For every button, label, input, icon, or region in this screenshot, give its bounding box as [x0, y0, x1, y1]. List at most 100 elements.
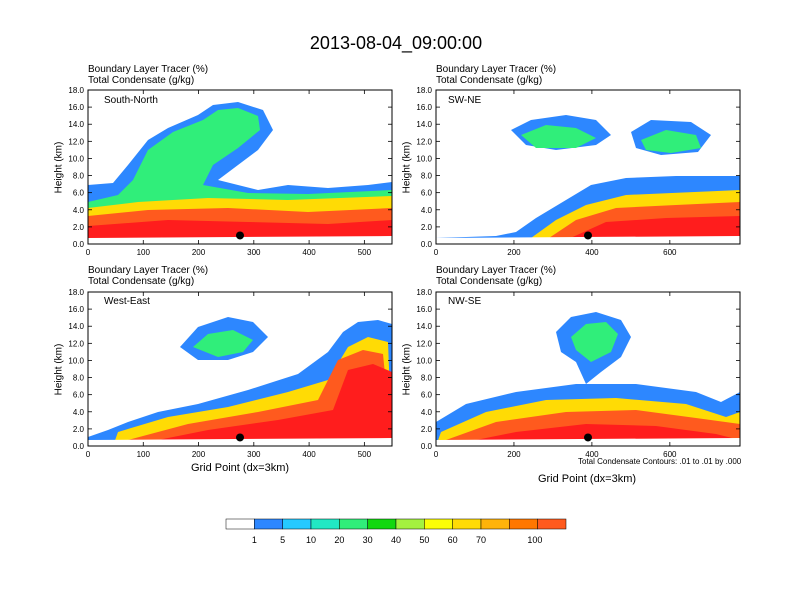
colorbar-box-6 — [395, 518, 425, 530]
panel-4-title-line-1: Boundary Layer Tracer (%) — [436, 265, 557, 276]
panel-3-ytick-label-1: 2.0 — [73, 425, 85, 434]
panel-4-label: NW-SE — [448, 296, 482, 307]
panel-2-ytick-label-2: 4.0 — [421, 206, 433, 215]
panel-1-ytick-label-8: 16.0 — [68, 103, 84, 112]
panel-4-ytick-label-8: 16.0 — [416, 305, 432, 314]
panel-3-xtick-label-3: 300 — [247, 450, 261, 459]
panel-2-frame — [435, 89, 741, 245]
panel-4-frame — [435, 291, 741, 447]
panel-1-xtick-label-0: 0 — [86, 248, 91, 257]
panel-2-xtick-label-1: 200 — [507, 248, 521, 257]
panel-3-ytick-label-9: 18.0 — [68, 288, 84, 297]
panel-2-ytick-label-9: 18.0 — [416, 86, 432, 95]
colorbar-box-1 — [254, 518, 283, 530]
colorbar-label-2: 10 — [306, 535, 316, 545]
panel-2-ytick-label-7: 14.0 — [416, 120, 432, 129]
panel-3-ytick-label-8: 16.0 — [68, 305, 84, 314]
panel-3-xtick-label-0: 0 — [86, 450, 91, 459]
panel-4-field — [436, 312, 740, 446]
panel-1-frame — [87, 89, 393, 245]
panel-1-ytick-label-9: 18.0 — [68, 86, 84, 95]
panel-4-note: Total Condensate Contours: .01 to .01 by… — [578, 457, 742, 466]
page-title: 2013-08-04_09:00:00 — [309, 33, 483, 53]
colorbar-box-0 — [225, 518, 255, 530]
panel-1-location-marker — [236, 231, 244, 240]
panel-4-ytick-label-1: 2.0 — [421, 425, 433, 434]
colorbar-box-9 — [480, 518, 510, 530]
panel-2-ytick-label-4: 8.0 — [421, 172, 433, 181]
colorbar-box-10 — [509, 518, 538, 530]
panel-4-title-line-2: Total Condensate (g/kg) — [436, 276, 543, 287]
panel-4-ytick-label-5: 10.0 — [416, 356, 432, 365]
panel-4-title: Boundary Layer Tracer (%) Total Condensa… — [436, 265, 556, 287]
panel-2-ytick-label-6: 12.0 — [416, 137, 432, 146]
colorbar-label-9: 100 — [527, 535, 542, 545]
panel-1-ytick-label-3: 6.0 — [73, 189, 85, 198]
panel-3-ytick-label-6: 12.0 — [68, 339, 84, 348]
colorbar-box-8 — [452, 518, 482, 530]
panel-3-xlabel: Grid Point (dx=3km) — [190, 462, 290, 474]
panel-3-ytick-label-4: 8.0 — [73, 374, 85, 383]
panel-4-ytick-label-9: 18.0 — [416, 288, 432, 297]
panel-2-label: SW-NE — [448, 95, 482, 106]
panel-1-ytick-label-0: 0.0 — [73, 240, 85, 249]
panel-4-ytick-label-3: 6.0 — [421, 391, 433, 400]
colorbar-label-0: 1 — [252, 535, 257, 545]
panel-2-shading-4 — [521, 125, 596, 148]
panel-1-field — [88, 102, 392, 244]
panel-1-ytick-label-6: 12.0 — [68, 137, 84, 146]
panel-3-xtick-label-4: 400 — [302, 450, 316, 459]
panel-4-location-marker — [584, 433, 592, 442]
panel-2-xtick-label-2: 400 — [585, 248, 599, 257]
panel-1-xtick-label-5: 500 — [358, 248, 372, 257]
panel-3: 0.0 2.0 4.0 6.0 8.0 10.0 12.0 14.0 16.0 18.0 0 100 2… — [68, 288, 393, 459]
panel-3-shading-3 — [193, 330, 253, 357]
panel-3-terrain — [88, 438, 392, 446]
panel-4-xlabel: Grid Point (dx=3km) — [537, 473, 637, 485]
colorbar-label-8: 70 — [476, 535, 486, 545]
panel-2-xtick-label-0: 0 — [434, 248, 439, 257]
panel-3-ytick-label-3: 6.0 — [73, 391, 85, 400]
colorbar-box-7 — [424, 518, 453, 530]
panel-4-ytick-label-4: 8.0 — [421, 374, 433, 383]
panel-4-xtick-label-2: 400 — [585, 450, 599, 459]
panel-4-ytick-label-0: 0.0 — [421, 442, 433, 451]
colorbar-label-1: 5 — [280, 535, 285, 545]
panel-2-xtick-label-3: 600 — [663, 248, 677, 257]
panel-3-title-line-2: Total Condensate (g/kg) — [88, 276, 195, 287]
panel-3-shading-6 — [143, 364, 392, 446]
panel-2-ytick-label-0: 0.0 — [421, 240, 433, 249]
panel-2-ytick-label-5: 10.0 — [416, 154, 432, 163]
panel-1-ytick-label-5: 10.0 — [68, 154, 84, 163]
panel-3-ytick-label-7: 14.0 — [68, 322, 84, 331]
colorbar-label-7: 60 — [448, 535, 458, 545]
colorbar-box-3 — [310, 518, 340, 530]
panel-2: 0.0 2.0 4.0 6.0 8.0 10.0 12.0 14.0 16.0 18.0 0 200 4… — [416, 86, 741, 257]
panel-3-xtick-label-1: 100 — [137, 450, 151, 459]
panel-2-title-line-2: Total Condensate (g/kg) — [436, 75, 543, 86]
panel-1-title-line-2: Total Condensate (g/kg) — [88, 75, 195, 86]
panel-4-ytick-label-7: 14.0 — [416, 322, 432, 331]
colorbar-label-3: 20 — [334, 535, 344, 545]
panel-4: 0.0 2.0 4.0 6.0 8.0 10.0 12.0 14.0 16.0 18.0 0 200 4… — [416, 288, 741, 459]
panel-1-xtick-label-2: 200 — [192, 248, 206, 257]
panel-3-frame — [87, 291, 393, 447]
panel-3-xtick-label-5: 500 — [358, 450, 372, 459]
panel-3-title: Boundary Layer Tracer (%) Total Condensa… — [88, 265, 208, 287]
colorbar: 1 5 10 20 30 40 50 60 70 100 — [225, 518, 567, 545]
panel-2-ytick-label-3: 6.0 — [421, 189, 433, 198]
panel-4-xtick-label-1: 200 — [507, 450, 521, 459]
colorbar-box-4 — [339, 518, 368, 530]
colorbar-box-5 — [367, 518, 397, 530]
colorbar-label-5: 40 — [391, 535, 401, 545]
panel-3-xtick-label-2: 200 — [192, 450, 206, 459]
panel-1-xtick-label-1: 100 — [137, 248, 151, 257]
colorbar-box-2 — [282, 518, 312, 530]
panel-2-location-marker — [584, 231, 592, 240]
panel-4-terrain — [436, 438, 740, 446]
panel-2-title: Boundary Layer Tracer (%) Total Condensa… — [436, 64, 556, 86]
panel-1-ytick-label-1: 2.0 — [73, 223, 85, 232]
panel-1-label: South-North — [104, 95, 158, 106]
colorbar-label-6: 50 — [419, 535, 429, 545]
panel-4-xtick-label-3: 600 — [663, 450, 677, 459]
